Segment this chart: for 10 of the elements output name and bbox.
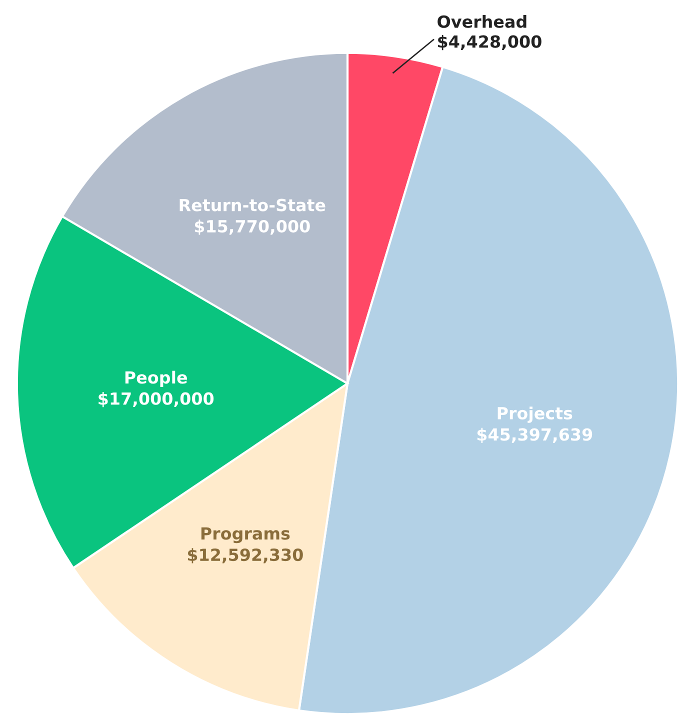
- data-label: $15,770,000: [194, 220, 310, 235]
- slice-label: Programs: [201, 527, 290, 544]
- slice-label: Projects: [498, 406, 572, 423]
- data-label: $17,000,000: [98, 392, 214, 408]
- slice-label: Overhead: [438, 15, 526, 28]
- data-label: $4,428,000: [438, 34, 542, 50]
- data-label: $12,592,330: [188, 548, 303, 564]
- slice-label: People: [125, 370, 187, 387]
- slice-label: Return-to-State: [180, 198, 326, 212]
- data-label: $45,397,639: [477, 428, 592, 444]
